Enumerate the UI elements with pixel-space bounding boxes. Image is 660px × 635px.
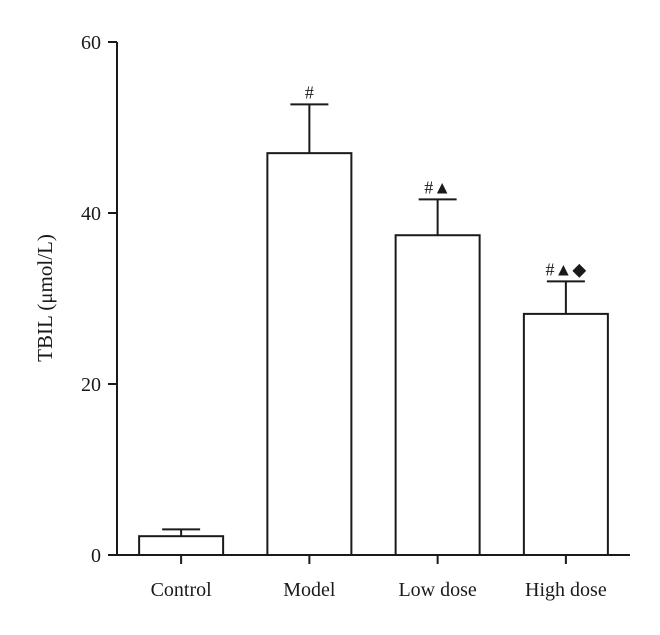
x-tick-label: Low dose — [398, 579, 476, 601]
bar-model — [266, 152, 353, 556]
y-tick-label: 60 — [81, 32, 101, 54]
significance-label: #▲◆ — [546, 259, 587, 279]
significance-label: # — [305, 82, 314, 102]
x-tick-label: High dose — [525, 579, 607, 601]
y-axis-ticks: 0 20 40 60 — [81, 32, 117, 567]
x-tick-label: Control — [151, 579, 213, 601]
x-axis-ticks: Control Model Low dose High dose — [151, 555, 607, 601]
y-tick-label: 20 — [81, 374, 101, 396]
x-tick-label: Model — [283, 579, 336, 601]
significance-label: #▲ — [424, 177, 451, 197]
y-axis-title: TBIL (μmol/L) — [33, 234, 57, 362]
bar-control — [138, 535, 225, 557]
bar-high-dose — [522, 312, 609, 557]
y-tick-label: 0 — [91, 545, 101, 567]
bars: # #▲ #▲◆ — [138, 82, 609, 557]
bar-low-dose — [394, 234, 481, 556]
y-tick-label: 40 — [81, 203, 101, 225]
